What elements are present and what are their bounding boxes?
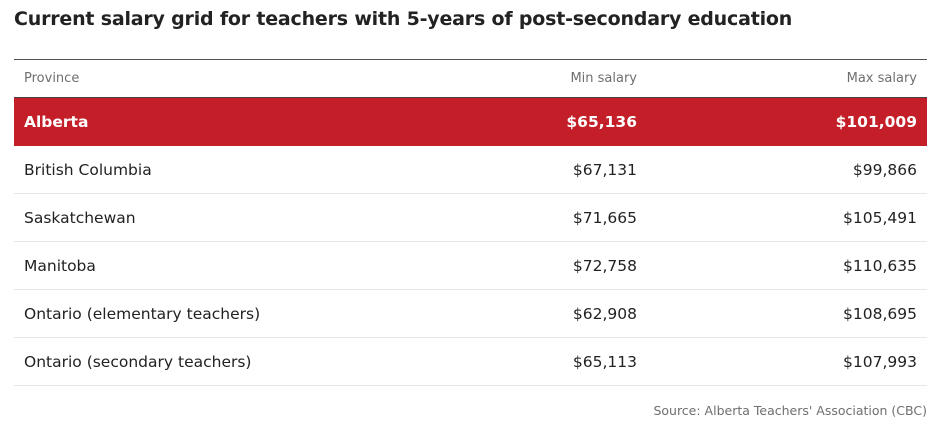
min-salary-cell: $72,758 [572, 256, 637, 275]
max-salary-cell: $108,695 [843, 304, 917, 323]
province-cell: Ontario (elementary teachers) [24, 304, 261, 323]
column-header-max-salary: Max salary [846, 71, 917, 86]
min-salary-cell: $71,665 [572, 208, 637, 227]
max-salary-cell: $101,009 [835, 112, 917, 131]
table-header-row: Province Min salary Max salary [14, 60, 927, 98]
table-row: British Columbia $67,131 $99,866 [14, 146, 927, 194]
min-salary-cell: $65,136 [566, 112, 637, 131]
source-note: Source: Alberta Teachers' Association (C… [653, 403, 927, 418]
table-row: Ontario (elementary teachers) $62,908 $1… [14, 290, 927, 338]
max-salary-cell: $99,866 [852, 160, 917, 179]
table-row: Saskatchewan $71,665 $105,491 [14, 194, 927, 242]
min-salary-cell: $62,908 [572, 304, 637, 323]
table-row: Alberta $65,136 $101,009 [14, 98, 927, 146]
table-row: Manitoba $72,758 $110,635 [14, 242, 927, 290]
max-salary-cell: $107,993 [843, 352, 917, 371]
province-cell: Manitoba [24, 256, 96, 275]
min-salary-cell: $67,131 [572, 160, 637, 179]
province-cell: Ontario (secondary teachers) [24, 352, 252, 371]
chart-title: Current salary grid for teachers with 5-… [14, 8, 793, 30]
province-cell: British Columbia [24, 160, 152, 179]
table-row: Ontario (secondary teachers) $65,113 $10… [14, 338, 927, 386]
province-cell: Saskatchewan [24, 208, 136, 227]
max-salary-cell: $105,491 [843, 208, 917, 227]
max-salary-cell: $110,635 [843, 256, 917, 275]
column-header-province: Province [24, 71, 80, 86]
column-header-min-salary: Min salary [570, 71, 637, 86]
salary-table: Province Min salary Max salary Alberta $… [14, 59, 927, 386]
province-cell: Alberta [24, 112, 89, 131]
min-salary-cell: $65,113 [572, 352, 637, 371]
